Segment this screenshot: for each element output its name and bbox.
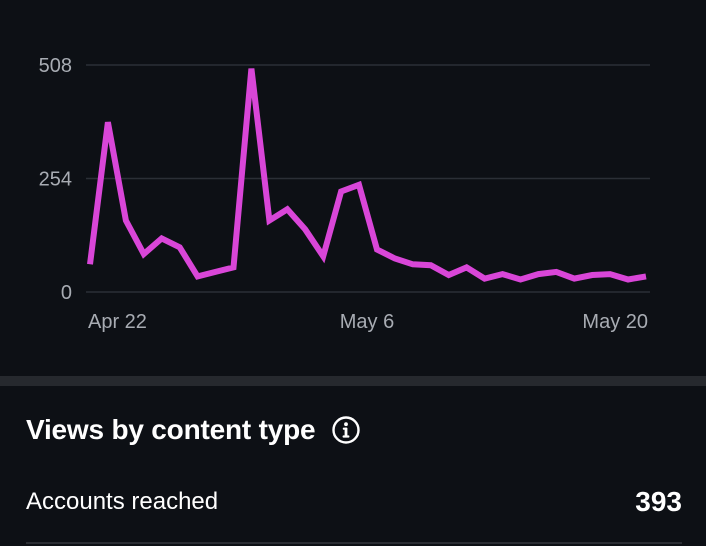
y-tick-label: 254 (39, 169, 72, 191)
metric-value: 393 (635, 486, 682, 517)
section-header: Views by content type (26, 414, 361, 446)
views-line-chart: 508 254 0 Apr 22 May 6 May 20 (39, 55, 650, 333)
views-series-line (87, 68, 647, 283)
info-icon[interactable] (331, 415, 361, 445)
section-title: Views by content type (26, 414, 316, 445)
y-tick-label: 508 (39, 55, 72, 77)
x-tick-label: Apr 22 (88, 311, 147, 333)
views-chart-card: 508 254 0 Apr 22 May 6 May 20 (38, 55, 650, 333)
views-by-content-type-section: Views by content type Accounts reached 3… (0, 386, 706, 546)
y-tick-label: 0 (61, 282, 72, 304)
accounts-reached-row[interactable]: Accounts reached 393 (26, 484, 682, 520)
metric-label: Accounts reached (26, 488, 219, 515)
x-tick-label: May 6 (340, 311, 394, 333)
x-tick-label: May 20 (582, 311, 648, 333)
section-divider (0, 376, 706, 386)
row-divider (26, 542, 682, 544)
